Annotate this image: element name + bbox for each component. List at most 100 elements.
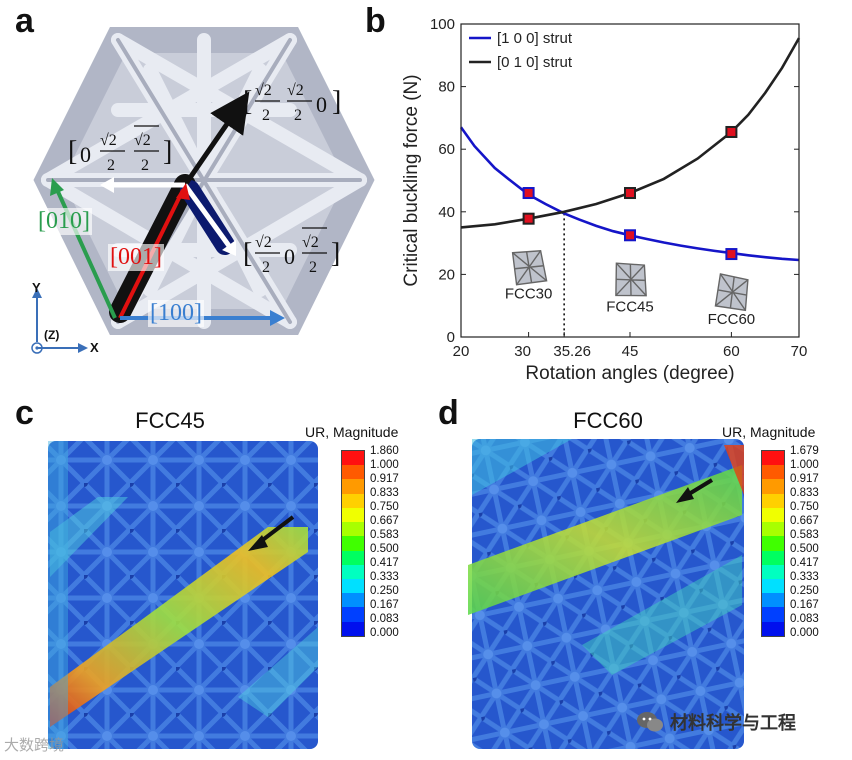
colorbar-segment bbox=[342, 564, 364, 579]
colorbar-segment bbox=[762, 564, 784, 579]
svg-text:2: 2 bbox=[294, 107, 302, 124]
x-tick-label: 35.26 bbox=[553, 343, 591, 360]
fcc45-contour-map bbox=[48, 441, 318, 749]
axis-label-y: Y bbox=[32, 280, 41, 295]
colorbar-tick-label: 0.833 bbox=[370, 487, 399, 500]
svg-text:0: 0 bbox=[316, 92, 327, 117]
axis-label-z: (Z) bbox=[44, 328, 60, 342]
colorbar-tick-label: 1.000 bbox=[370, 459, 399, 472]
miller-index-sqrt2-0-negsqrt2: [ √2 2 0 √2 2 ] bbox=[243, 227, 340, 276]
svg-text:√2: √2 bbox=[255, 82, 272, 99]
colorbar-segment bbox=[342, 522, 364, 537]
fcc60-contour-map bbox=[468, 439, 744, 749]
y-tick-label: 100 bbox=[430, 16, 455, 33]
lattice-unit-cell-diagram: [ √2 2 √2 2 0] [0 √2 2 √2 2 ] [ √2 2 0 √2 2 ] bbox=[31, 27, 375, 354]
chart-legend: [1 0 0] strut [0 1 0] strut bbox=[469, 30, 573, 71]
svg-text:2: 2 bbox=[309, 259, 317, 276]
svg-text:2: 2 bbox=[107, 157, 115, 174]
svg-text:]: ] bbox=[163, 136, 172, 167]
colorbar-segment bbox=[762, 593, 784, 608]
panel-c-label: c bbox=[15, 394, 34, 432]
y-tick-label: 80 bbox=[438, 79, 455, 96]
colorbar-tick-label: 0.083 bbox=[790, 613, 819, 626]
colorbar-segment bbox=[762, 479, 784, 494]
y-tick-label: 40 bbox=[438, 204, 455, 221]
colorbar-tick-label: 0.500 bbox=[790, 543, 819, 556]
colorbar-segment bbox=[342, 550, 364, 565]
panel-b-label: b bbox=[365, 2, 386, 40]
colorbar-segment bbox=[762, 493, 784, 508]
colorbar-segment bbox=[762, 607, 784, 622]
svg-text:]: ] bbox=[331, 238, 340, 269]
colorbar-tick-label: 1.000 bbox=[790, 459, 819, 472]
svg-text:[: [ bbox=[68, 136, 77, 167]
lattice-thumbnail-icon bbox=[615, 262, 647, 297]
svg-text:2: 2 bbox=[262, 259, 270, 276]
lattice-thumbnail-icon bbox=[714, 273, 749, 312]
fcc60-colorbar-ticks: 1.679 1.000 0.917 0.833 0.750 0.667 0.583 0.500… bbox=[790, 445, 819, 641]
lattice-thumbnail-icon bbox=[511, 250, 548, 286]
colorbar-segment bbox=[342, 493, 364, 508]
data-point bbox=[624, 187, 636, 200]
colorbar-tick-label: 1.860 bbox=[370, 445, 399, 457]
arrow-sqrt2-sqrt2-0 bbox=[182, 91, 250, 187]
fcc45-colorbar bbox=[341, 450, 365, 637]
colorbar-tick-label: 0.417 bbox=[790, 557, 819, 570]
colorbar-tick-label: 0.917 bbox=[370, 473, 399, 486]
colorbar-segment bbox=[342, 507, 364, 523]
colorbar-tick-label: 0.583 bbox=[370, 529, 399, 542]
colorbar-tick-label: 0.083 bbox=[370, 613, 399, 626]
panel-a-label: a bbox=[15, 2, 34, 40]
svg-text:0: 0 bbox=[80, 142, 91, 167]
panel-d-label: d bbox=[438, 394, 459, 432]
annotation-label: FCC30 bbox=[505, 286, 553, 303]
colorbar-tick-label: 0.000 bbox=[370, 627, 399, 640]
fcc60-legend-title: UR, Magnitude bbox=[722, 424, 816, 440]
legend-label: [0 1 0] strut bbox=[497, 54, 573, 71]
colorbar-tick-label: 0.667 bbox=[370, 515, 399, 528]
wechat-icon bbox=[637, 712, 663, 732]
label-010: [010] bbox=[36, 208, 92, 235]
colorbar-segment bbox=[342, 621, 364, 636]
svg-text:2: 2 bbox=[141, 157, 149, 174]
label-100: [100] bbox=[148, 300, 204, 327]
colorbar-tick-label: 0.250 bbox=[790, 585, 819, 598]
x-axis-label: Rotation angles (degree) bbox=[525, 363, 734, 384]
colorbar-tick-label: 0.917 bbox=[790, 473, 819, 486]
colorbar-tick-label: 0.167 bbox=[790, 599, 819, 612]
colorbar-segment bbox=[762, 522, 784, 537]
y-axis-label: Critical buckling force (N) bbox=[401, 74, 422, 286]
colorbar-segment bbox=[762, 507, 784, 523]
x-tick-label: 70 bbox=[791, 343, 808, 360]
colorbar-segment bbox=[762, 578, 784, 594]
colorbar-tick-label: 0.750 bbox=[370, 501, 399, 514]
watermark-left: 大数跨境 bbox=[4, 737, 65, 754]
svg-text:[: [ bbox=[243, 86, 252, 117]
x-tick-label: 60 bbox=[723, 343, 740, 360]
colorbar-segment bbox=[342, 465, 364, 480]
fcc45-colorbar-ticks: 1.860 1.000 0.917 0.833 0.750 0.667 0.583 0.500… bbox=[370, 445, 399, 641]
colorbar-segment bbox=[762, 550, 784, 565]
colorbar-segment bbox=[762, 465, 784, 480]
svg-text:[: [ bbox=[243, 238, 252, 269]
colorbar-segment bbox=[342, 536, 364, 551]
y-tick-label: 60 bbox=[438, 141, 455, 158]
data-point bbox=[725, 125, 738, 138]
colorbar-tick-label: 1.679 bbox=[790, 445, 819, 457]
y-tick-label: 20 bbox=[438, 266, 455, 283]
svg-text:]: ] bbox=[332, 86, 341, 117]
colorbar-tick-label: 0.333 bbox=[790, 571, 819, 584]
colorbar-tick-label: 0.500 bbox=[370, 543, 399, 556]
colorbar-segment bbox=[762, 451, 784, 466]
colorbar-tick-label: 0.250 bbox=[370, 585, 399, 598]
colorbar-segment bbox=[342, 607, 364, 622]
fcc60-title: FCC60 bbox=[573, 408, 643, 433]
data-point bbox=[522, 187, 535, 200]
watermark-right: 材料科学与工程 bbox=[636, 706, 846, 738]
colorbar-tick-label: 0.583 bbox=[790, 529, 819, 542]
svg-text:√2: √2 bbox=[100, 132, 117, 149]
fcc45-legend-title: UR, Magnitude bbox=[305, 424, 399, 440]
data-point bbox=[522, 212, 535, 225]
svg-text:√2: √2 bbox=[287, 82, 304, 99]
data-point bbox=[725, 248, 738, 261]
